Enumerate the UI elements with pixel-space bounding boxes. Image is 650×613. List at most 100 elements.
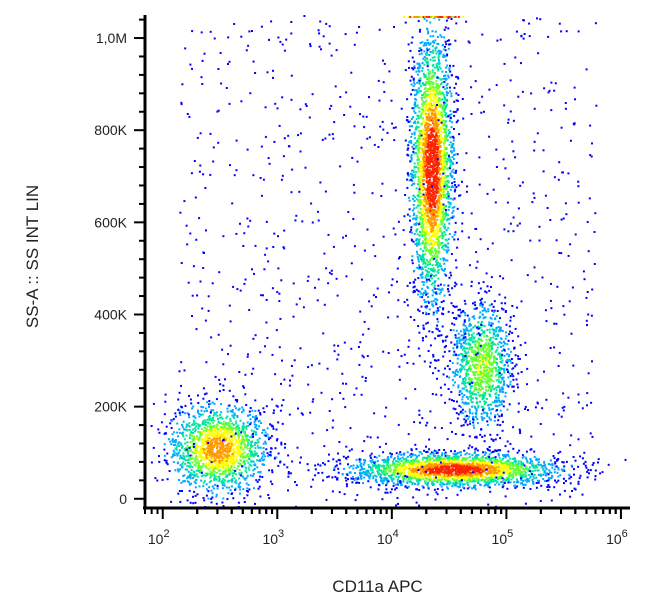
event-point — [222, 463, 225, 466]
event-point — [228, 440, 231, 443]
event-point — [439, 92, 442, 95]
event-point — [418, 106, 421, 109]
event-point — [218, 459, 221, 462]
event-point — [438, 201, 441, 204]
event-point — [223, 472, 226, 475]
event-point — [417, 210, 420, 213]
event-point — [466, 423, 469, 426]
event-point — [445, 112, 448, 115]
event-point — [219, 449, 221, 452]
event-point — [249, 451, 252, 453]
event-point — [221, 447, 224, 450]
event-point — [447, 134, 450, 137]
event-point — [432, 126, 435, 129]
event-point — [228, 438, 231, 441]
event-point — [454, 281, 457, 284]
event-point — [492, 342, 495, 345]
event-point — [430, 172, 433, 175]
event-point — [420, 189, 423, 192]
event-point — [437, 62, 440, 65]
event-point — [252, 473, 255, 475]
event-point — [215, 433, 218, 436]
event-point — [427, 220, 430, 223]
event-point — [441, 175, 444, 177]
event-point — [430, 234, 433, 237]
event-point — [194, 442, 197, 445]
event-point — [242, 424, 245, 427]
event-point — [249, 413, 251, 416]
event-point — [181, 423, 183, 426]
event-point — [269, 436, 272, 439]
event-point — [296, 446, 299, 449]
event-point — [442, 105, 445, 108]
event-point — [496, 433, 499, 436]
event-point — [438, 215, 441, 218]
event-point — [196, 456, 199, 459]
event-point — [427, 267, 430, 270]
event-point — [491, 362, 494, 365]
event-point — [443, 183, 446, 186]
event-point — [423, 56, 426, 58]
event-point — [446, 180, 449, 182]
event-point — [458, 376, 461, 378]
event-point — [420, 142, 423, 144]
event-point — [449, 174, 452, 177]
event-point — [429, 35, 432, 38]
event-point — [241, 436, 244, 439]
event-point — [242, 438, 245, 441]
event-point — [182, 435, 185, 438]
event-point — [443, 284, 446, 287]
event-point — [477, 376, 480, 379]
event-point — [216, 446, 219, 449]
event-point — [445, 176, 448, 179]
event-point — [488, 407, 491, 410]
event-point — [419, 138, 422, 141]
event-point — [215, 398, 218, 401]
event-point — [206, 450, 209, 453]
event-point — [500, 342, 503, 345]
event-point — [411, 169, 413, 172]
event-point — [453, 197, 456, 200]
event-point — [442, 151, 445, 154]
event-point — [206, 447, 209, 450]
event-point — [457, 332, 460, 335]
event-point — [450, 253, 453, 255]
event-point — [480, 322, 483, 325]
event-point — [437, 122, 440, 124]
event-point — [494, 374, 497, 377]
event-point — [470, 397, 473, 400]
event-point — [225, 455, 228, 458]
event-point — [439, 193, 442, 196]
event-point — [446, 250, 449, 253]
event-point — [452, 384, 455, 387]
event-point — [198, 471, 201, 474]
event-point — [196, 411, 199, 414]
event-point — [498, 388, 501, 391]
event-point — [415, 214, 418, 217]
event-point — [244, 393, 247, 396]
event-point — [514, 365, 517, 368]
event-point — [416, 216, 419, 219]
event-point — [199, 432, 202, 435]
event-point — [195, 462, 198, 465]
event-point — [431, 56, 434, 59]
event-point — [427, 127, 430, 130]
event-point — [221, 436, 224, 439]
event-point — [487, 378, 490, 381]
event-point — [438, 197, 441, 199]
event-point — [228, 422, 231, 425]
event-point — [468, 380, 471, 382]
event-point — [256, 444, 259, 447]
event-point — [249, 455, 251, 457]
event-point — [249, 418, 252, 421]
event-point — [263, 434, 266, 437]
event-point — [267, 436, 270, 439]
event-point — [451, 235, 454, 238]
event-point — [208, 473, 211, 475]
event-point — [445, 19, 448, 22]
event-point — [396, 267, 399, 270]
event-point — [509, 316, 512, 319]
event-point — [443, 172, 446, 175]
event-point — [423, 188, 426, 190]
event-point — [179, 464, 182, 467]
